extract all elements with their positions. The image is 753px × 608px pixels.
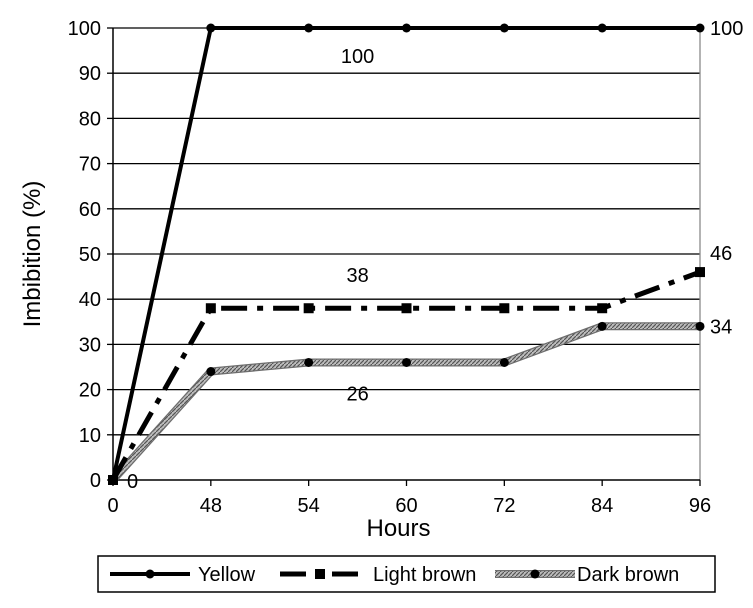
data-label-0: 100 — [341, 46, 374, 68]
legend-item-light-brown: Light brown — [280, 564, 476, 586]
legend-label-dark-brown: Dark brown — [577, 564, 679, 586]
data-label-2: 38 — [346, 265, 368, 287]
y-tick-label-20: 20 — [79, 380, 101, 402]
series-line-dark-brown — [110, 323, 700, 482]
x-tick-label-60: 60 — [395, 495, 417, 517]
series-yellow — [108, 23, 705, 485]
legend-marker-yellow — [145, 569, 155, 579]
point-light-brown-84 — [597, 303, 608, 314]
labels-layer: 100 100 38 46 26 34 0 — [127, 18, 743, 493]
data-label-4: 26 — [346, 383, 368, 405]
data-label-5: 34 — [710, 316, 732, 338]
legend-label-yellow: Yellow — [198, 564, 256, 586]
point-dark-brown-96 — [695, 321, 705, 331]
y-tick-label-50: 50 — [79, 244, 101, 266]
x-axis-title: Hours — [366, 515, 430, 542]
point-dark-brown-54 — [304, 357, 314, 367]
series-line-dark-brown-edge — [110, 322, 700, 483]
point-dark-brown-48 — [206, 367, 216, 377]
data-label-1: 100 — [710, 18, 743, 40]
legend-marker-light-brown — [315, 569, 325, 579]
point-dark-brown-60 — [402, 357, 411, 367]
legend-item-dark-brown: Dark brown — [495, 564, 679, 586]
x-tick-label-48: 48 — [200, 495, 222, 517]
point-yellow-84 — [597, 23, 607, 33]
point-light-brown-72 — [499, 303, 510, 314]
point-dark-brown-72 — [499, 357, 509, 367]
x-tick-label-0: 0 — [107, 495, 118, 517]
data-label-3: 46 — [710, 243, 732, 265]
series-dark-brown — [108, 321, 705, 485]
y-tick-label-100: 100 — [68, 18, 101, 40]
y-tick-label-80: 80 — [79, 108, 101, 130]
point-yellow-48 — [206, 23, 216, 33]
y-tick-label-60: 60 — [79, 199, 101, 221]
y-tick-label-40: 40 — [79, 289, 101, 311]
y-tick-label-70: 70 — [79, 154, 101, 176]
y-tick-label-10: 10 — [79, 425, 101, 447]
x-tick-label-84: 84 — [591, 495, 613, 517]
point-dark-brown-84 — [597, 321, 607, 331]
legend-item-yellow: Yellow — [110, 564, 256, 586]
point-yellow-54 — [304, 23, 314, 33]
axes-layer: 0 10 20 30 40 50 60 70 80 90 100 0 48 54 60 72 84 96 Hours… — [19, 18, 711, 542]
point-light-brown-48 — [205, 303, 216, 314]
point-yellow-72 — [499, 23, 509, 33]
point-light-brown-54 — [303, 303, 314, 314]
grid-layer — [113, 27, 701, 480]
legend-marker-dark-brown — [530, 569, 540, 579]
point-yellow-0 — [108, 475, 118, 485]
point-light-brown-96 — [695, 267, 705, 278]
x-tick-label-96: 96 — [689, 495, 711, 517]
y-tick-label-30: 30 — [79, 334, 101, 356]
legend: Yellow Light brown Dark brown — [97, 555, 716, 593]
point-light-brown-60 — [401, 303, 412, 314]
point-yellow-60 — [402, 23, 411, 33]
y-axis-title: Imbibition (%) — [19, 181, 46, 328]
legend-box — [97, 555, 716, 593]
series-layer — [108, 23, 705, 485]
legend-label-light-brown: Light brown — [373, 564, 476, 586]
y-tick-label-90: 90 — [79, 63, 101, 85]
x-tick-label-54: 54 — [298, 495, 320, 517]
y-tick-label-0: 0 — [90, 470, 101, 492]
point-yellow-96 — [695, 23, 705, 33]
x-tick-label-72: 72 — [493, 495, 515, 517]
data-label-6: 0 — [127, 471, 138, 493]
